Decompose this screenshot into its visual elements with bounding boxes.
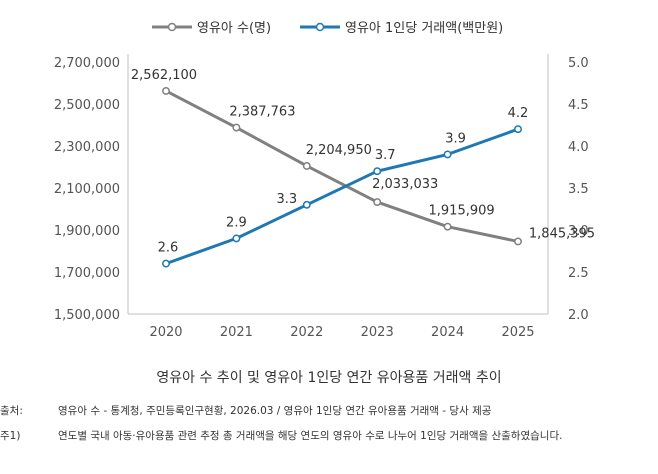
source-key: 출처:: [0, 405, 23, 417]
legend-label: 영유아 수(명): [197, 21, 271, 36]
series-line: [165, 127, 519, 266]
y-right-tick-label: 5.0: [568, 56, 589, 71]
data-point: [373, 198, 382, 207]
footnote-text: 연도별 국내 아동·유아용품 관련 추정 총 거래액을 해당 연도의 영유아 수…: [58, 430, 563, 442]
data-label: 1,845,395: [529, 226, 595, 241]
x-tick-label: 2024: [431, 325, 464, 340]
data-label: 2,562,100: [131, 68, 197, 83]
series-per-capita-spend: 2.6 2.9 3.3 3.7 3.9 4.2: [158, 106, 529, 268]
data-label: 3.9: [445, 131, 466, 146]
chart: 영유아 수(명) 영유아 1인당 거래액(백만원) 1,500,000 1,700,…: [54, 21, 595, 340]
y-left-tick-label: 1,700,000: [54, 266, 120, 281]
data-point: [302, 162, 311, 170]
y-right-tick-label: 2.5: [568, 266, 589, 281]
x-tick-label: 2025: [501, 325, 534, 340]
y-right-tick-label: 3.5: [568, 182, 589, 197]
data-point: [514, 125, 522, 134]
data-label: 1,915,909: [429, 204, 495, 219]
y-right-tick-label: 4.0: [568, 140, 589, 155]
data-label: 2,033,033: [372, 177, 438, 192]
y-left-tick-label: 1,500,000: [54, 308, 120, 323]
data-point: [232, 234, 241, 243]
axes: 1,500,000 1,700,000 1,900,000 2,100,000 2,30…: [54, 54, 589, 340]
data-point: [162, 259, 170, 268]
data-label: 2.6: [158, 241, 179, 256]
y-left-tick-label: 2,300,000: [54, 140, 120, 155]
series-infant-count: 2,562,100 2,387,763 2,204,950 2,033,033 1,91…: [131, 68, 595, 246]
chart-title: 영유아 수 추이 및 영유아 1인당 연간 유아용품 거래액 추이: [156, 370, 502, 386]
y-left-tick-label: 2,500,000: [54, 98, 120, 113]
legend-item: 영유아 수(명): [152, 21, 271, 36]
source-note: 출처: 영유아 수 - 통계청, 주민등록인구현황, 2026.03 / 영유아…: [0, 403, 658, 421]
series-layer: 2,562,100 2,387,763 2,204,950 2,033,033 1,91…: [131, 68, 595, 268]
legend-swatch-marker: [315, 22, 325, 32]
x-tick-label: 2023: [361, 325, 394, 340]
y-left-tick-label: 2,100,000: [54, 182, 120, 197]
x-tick-label: 2020: [149, 325, 182, 340]
data-point: [302, 200, 311, 209]
y-right-tick-label: 2.0: [568, 308, 589, 323]
data-label: 3.7: [375, 148, 396, 163]
data-label: 2,204,950: [306, 143, 372, 158]
y-left-tick-label: 2,700,000: [54, 56, 120, 71]
footnote-key: 주1): [0, 430, 21, 442]
data-label: 3.3: [276, 192, 297, 207]
data-point: [162, 87, 170, 95]
data-label: 2.9: [226, 215, 247, 230]
x-tick-label: 2021: [220, 325, 253, 340]
data-point: [514, 237, 522, 246]
legend: 영유아 수(명) 영유아 1인당 거래액(백만원): [152, 21, 503, 36]
legend-swatch-marker: [167, 22, 177, 32]
y-left-tick-label: 1,900,000: [54, 224, 120, 239]
data-point: [232, 123, 241, 132]
y-right-tick-label: 3.0: [568, 224, 589, 239]
data-point: [443, 222, 452, 231]
data-label: 2,387,763: [229, 105, 295, 120]
legend-label: 영유아 1인당 거래액(백만원): [345, 21, 503, 36]
data-point: [443, 150, 452, 159]
data-point: [373, 167, 382, 176]
series-line: [165, 89, 519, 243]
data-label: 4.2: [508, 106, 529, 121]
source-text: 영유아 수 - 통계청, 주민등록인구현황, 2026.03 / 영유아 1인당…: [58, 405, 492, 417]
y-right-tick-label: 4.5: [568, 98, 589, 113]
legend-item: 영유아 1인당 거래액(백만원): [300, 21, 503, 36]
x-tick-label: 2022: [290, 325, 323, 340]
footnote: 주1) 연도별 국내 아동·유아용품 관련 추정 총 거래액을 해당 연도의 영…: [0, 428, 658, 464]
